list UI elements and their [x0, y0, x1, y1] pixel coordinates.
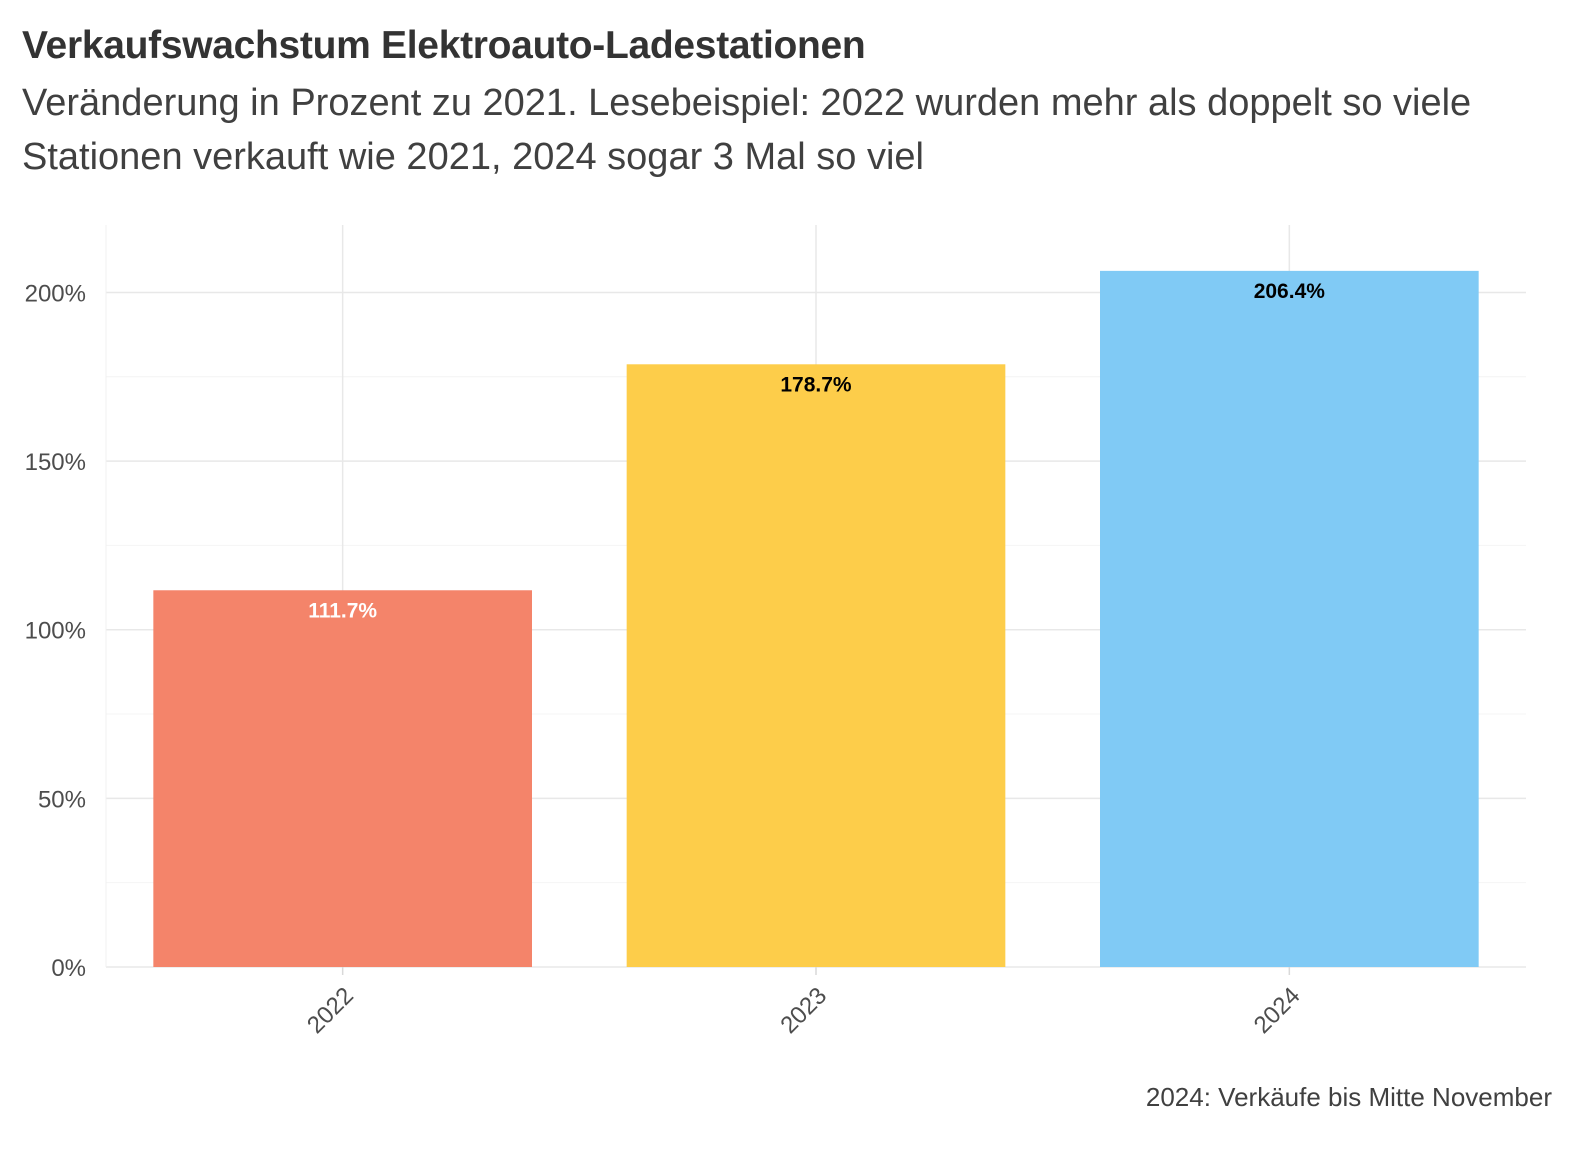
bar-2023 [626, 364, 1006, 967]
y-tick-label: 200% [25, 280, 86, 307]
y-tick-label: 150% [25, 449, 86, 476]
chart-caption: 2024: Verkäufe bis Mitte November [1145, 1082, 1552, 1112]
bar-2024 [1100, 270, 1479, 967]
x-tick-label-2024: 2024 [1249, 982, 1306, 1039]
chart-subtitle: Veränderung in Prozent zu 2021. Lesebeis… [22, 82, 1472, 178]
chart-title: Verkaufswachstum Elektroauto-Ladestation… [22, 24, 866, 67]
y-tick-label: 0% [51, 955, 86, 982]
x-axis-ticks: 2022 2023 2024 [302, 967, 1306, 1039]
y-axis-ticks: 0% 50% 100% 150% 200% [25, 280, 86, 982]
data-label-2023: 178.7% [780, 373, 852, 396]
bars [153, 270, 1479, 967]
data-label-2024: 206.4% [1254, 280, 1326, 303]
y-tick-label: 50% [38, 786, 86, 813]
data-label-2022: 111.7% [308, 599, 377, 622]
y-tick-label: 100% [25, 618, 86, 645]
bar-2022 [153, 590, 533, 967]
x-tick-label-2022: 2022 [302, 982, 359, 1039]
x-tick-label-2023: 2023 [775, 982, 832, 1039]
data-labels: 111.7% 178.7% 206.4% [308, 280, 1325, 622]
